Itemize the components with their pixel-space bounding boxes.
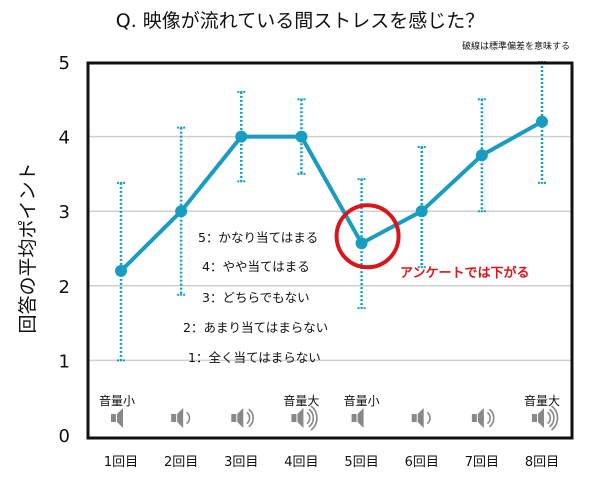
chart-title: Q. 映像が流れている間ストレスを感じた？ [116, 10, 484, 32]
volume-label: 音量大 [524, 393, 560, 408]
x-tick-label: 2回目 [164, 455, 198, 470]
speaker-icon [291, 405, 318, 431]
volume-label: 音量小 [99, 393, 135, 408]
series-polyline [119, 119, 543, 273]
scale-legend-item: 2：あまり当てはまらない [183, 320, 328, 335]
data-point [355, 237, 368, 250]
data-point [115, 264, 127, 277]
y-tick-label: 0 [59, 426, 70, 447]
data-point [475, 149, 488, 162]
y-tick-label: 4 [59, 128, 70, 149]
y-tick-labels: 0 1 2 3 4 5 [59, 53, 70, 447]
speaker-icon [231, 408, 254, 428]
y-axis-label: 回答の平均ポイント [17, 162, 39, 333]
plot-frame [86, 61, 574, 440]
volume-label: 音量大 [283, 393, 319, 408]
volume-icons: 音量小 音量大 音量小 音量大 [99, 393, 560, 431]
scale-legend-item: 1：全く当てはまらない [188, 350, 321, 365]
speaker-icon [171, 408, 191, 428]
scale-legend-item: 3：どちらでもない [202, 290, 310, 305]
y-tick-label: 2 [59, 277, 70, 298]
x-tick-label: 5回目 [344, 455, 378, 470]
speaker-icon [532, 405, 559, 431]
x-tick-label: 8回目 [525, 455, 559, 470]
x-tick-label: 4回目 [284, 455, 318, 470]
data-point [295, 130, 308, 143]
data-point [536, 115, 548, 128]
scale-legend-item: 5：かなり当てはまる [198, 230, 318, 245]
data-points [115, 115, 548, 277]
speaker-icon [471, 408, 495, 428]
x-tick-label: 1回目 [104, 455, 138, 470]
speaker-icon [111, 408, 123, 428]
series-line [119, 119, 543, 273]
speaker-icon [411, 408, 431, 428]
annotation-text: アンケートでは下がる [400, 265, 529, 281]
x-tick-label: 7回目 [465, 455, 499, 470]
data-point [175, 205, 188, 218]
highlight-circle [334, 203, 401, 270]
y-tick-label: 5 [59, 53, 70, 74]
scale-legend: 5：かなり当てはまる 4：やや当てはまる 3：どちらでもない 2：あまり当てはまらない… [183, 230, 328, 365]
x-tick-label: 3回目 [224, 455, 258, 470]
data-point [235, 130, 248, 143]
scale-legend-item: 4：やや当てはまる [202, 259, 310, 274]
annotation: アンケートでは下がる [334, 203, 529, 281]
x-tick-label: 6回目 [405, 455, 439, 470]
y-tick-label: 3 [59, 202, 70, 223]
speaker-icon [351, 408, 364, 428]
volume-label: 音量小 [344, 393, 380, 408]
data-point [415, 205, 428, 218]
gridlines [88, 135, 572, 362]
y-tick-label: 1 [59, 351, 70, 372]
chart-note: 破線は標準偏差を意味する [462, 40, 570, 52]
x-tick-labels: 1回目 2回目 3回目 4回目 5回目 6回目 7回目 8回目 [104, 455, 559, 470]
